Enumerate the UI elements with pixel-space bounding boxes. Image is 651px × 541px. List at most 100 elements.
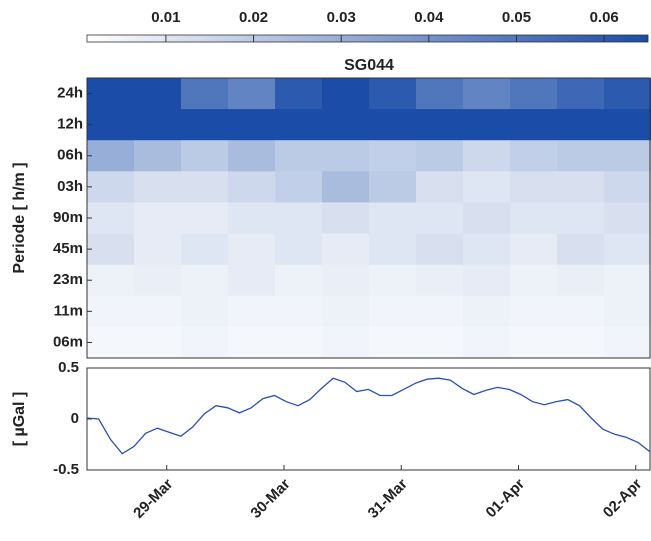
heatmap-cell (463, 264, 511, 297)
y-tick-label: 23m (53, 271, 83, 288)
heatmap-cell (557, 326, 605, 359)
heatmap-cell (510, 326, 558, 359)
heatmap-cell (322, 140, 370, 172)
heatmap-cell (416, 326, 464, 359)
heatmap-cell (463, 326, 511, 359)
heatmap-cell (557, 202, 605, 235)
colorbar-tick-label: 0.02 (239, 9, 268, 26)
heatmap-cell (87, 295, 135, 328)
y-tick-label: 0.5 (58, 359, 79, 376)
chart-title: SG044 (344, 57, 394, 74)
colorbar (86, 34, 649, 43)
heatmap-cell (463, 233, 511, 266)
colorbar-tick-label: 0.04 (414, 9, 444, 26)
heatmap-cell (181, 171, 229, 203)
heatmap-cell (322, 233, 370, 266)
heatmap-cell (228, 109, 276, 141)
x-tick-label: 30-Mar (247, 476, 293, 522)
y-tick-label: 45m (53, 240, 83, 257)
heatmap-cell (463, 78, 511, 110)
heatmap-cell (322, 109, 370, 141)
heatmap-cell (369, 233, 417, 266)
heatmap-cell (275, 140, 323, 172)
heatmap-cell (369, 326, 417, 359)
heatmap-cell (181, 78, 229, 110)
y-tick-label: 11m (54, 302, 83, 319)
heatmap-cell (416, 171, 464, 203)
x-tick-label: 02-Apr (600, 476, 646, 522)
heatmap-cell (604, 202, 651, 235)
heatmap-cell (134, 78, 182, 110)
y-tick-label: 06m (53, 333, 83, 350)
heatmap-cell (181, 109, 229, 141)
colorbar-tick-label: 0.03 (327, 9, 356, 26)
heatmap-cell (557, 264, 605, 297)
heatmap-cell (463, 295, 511, 328)
heatmap-cell (275, 109, 323, 141)
heatmap-cell (416, 295, 464, 328)
heatmap-cell (604, 140, 651, 172)
heatmap-cell (322, 326, 370, 359)
heatmap-cell (228, 233, 276, 266)
heatmap-cell (557, 140, 605, 172)
heatmap-cell (275, 326, 323, 359)
heatmap-cell (416, 78, 464, 110)
heatmap-cell (275, 295, 323, 328)
y-tick-label: 06h (57, 147, 83, 164)
x-tick-label: 01-Apr (483, 476, 529, 522)
heatmap-cell (369, 202, 417, 235)
heatmap-cell (228, 295, 276, 328)
heatmap-cell (604, 264, 651, 297)
heatmap-cell (557, 109, 605, 141)
heatmap-cell (416, 109, 464, 141)
heatmap-cell (322, 171, 370, 203)
heatmap-cell (87, 140, 135, 172)
heatmap-cell (87, 109, 135, 141)
heatmap-cell (510, 202, 558, 235)
plot-frame (86, 367, 651, 471)
heatmap-cell (604, 233, 651, 266)
heatmap-cell (134, 233, 182, 266)
heatmap-cell (134, 140, 182, 172)
heatmap-cell (557, 233, 605, 266)
line-series (86, 377, 651, 455)
heatmap-cell (134, 326, 182, 359)
heatmap-cell (369, 78, 417, 110)
heatmap-cell (275, 171, 323, 203)
heatmap-cell (604, 78, 651, 110)
heatmap-cell (87, 264, 135, 297)
heatmap-cell (181, 295, 229, 328)
heatmap-cell (322, 295, 370, 328)
heatmap-cell (181, 140, 229, 172)
heatmap-cell (87, 78, 135, 110)
heatmap-cell (463, 171, 511, 203)
x-tick-label: 31-Mar (365, 476, 411, 522)
heatmap-cell (557, 78, 605, 110)
heatmap-cell (604, 295, 651, 328)
heatmap-cell (322, 78, 370, 110)
heatmap-cell (228, 140, 276, 172)
y-tick-label: -0.5 (53, 461, 79, 478)
heatmap-cell (510, 264, 558, 297)
colorbar-tick-label: 0.05 (502, 9, 531, 26)
heatmap-cell (181, 202, 229, 235)
heatmap-cell (416, 202, 464, 235)
heatmap-cell (322, 264, 370, 297)
heatmap-cell (228, 78, 276, 110)
heatmap-cell (134, 171, 182, 203)
heatmap-cell (369, 140, 417, 172)
heatmap-cell (463, 202, 511, 235)
heatmap-cell (510, 233, 558, 266)
heatmap-cell (134, 264, 182, 297)
heatmap-cell (416, 140, 464, 172)
heatmap-cell (87, 233, 135, 266)
heatmap-cell (181, 264, 229, 297)
y-tick-label: 0 (71, 410, 79, 427)
y-tick-label: 03h (57, 178, 83, 195)
heatmap-cell (275, 264, 323, 297)
heatmap-cell (181, 233, 229, 266)
heatmap-cell (510, 171, 558, 203)
heatmap-cell (416, 264, 464, 297)
heatmap-cell (510, 140, 558, 172)
heatmap-cell (134, 109, 182, 141)
